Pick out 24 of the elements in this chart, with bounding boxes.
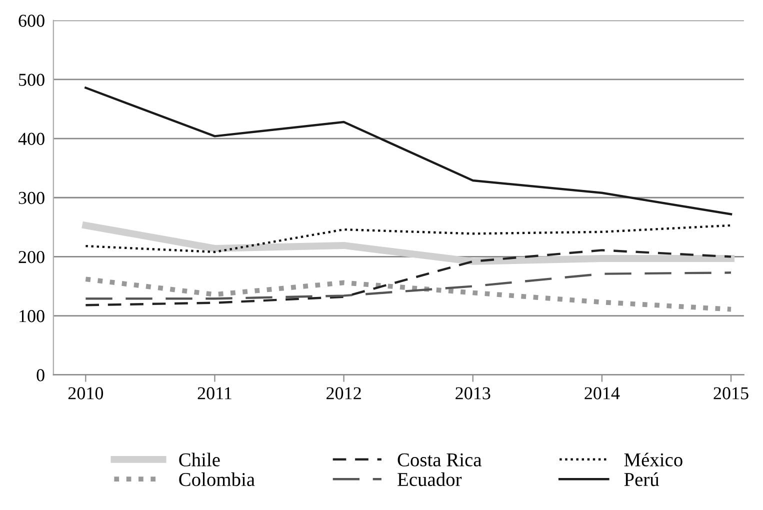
y-tick-label: 300 — [18, 192, 44, 204]
line-series — [84, 86, 732, 216]
y-tick-label: 100 — [20, 310, 44, 322]
y-tick-label: 500 — [19, 74, 44, 86]
y-tick-label: 200 — [18, 250, 44, 264]
legend-label: Colombia — [179, 472, 255, 486]
x-tick-label: 2015 — [714, 387, 748, 400]
line-series — [84, 224, 732, 254]
line-series — [84, 249, 732, 306]
y-tick-label: 0 — [36, 369, 44, 382]
legend-label: México — [624, 452, 682, 466]
x-tick-label: 2013 — [456, 387, 490, 400]
legend-label: Costa Rica — [398, 453, 482, 466]
line-series — [84, 272, 732, 300]
line-series — [83, 276, 734, 312]
y-tick-label: 400 — [18, 132, 44, 145]
x-tick-label: 2011 — [198, 387, 232, 400]
legend-label: Perú — [624, 472, 660, 486]
legend-label: Chile — [179, 452, 220, 466]
x-tick-label: 2010 — [68, 387, 104, 400]
y-tick-label: 600 — [18, 14, 44, 27]
x-tick-label: 2012 — [326, 387, 361, 400]
x-tick-label: 2014 — [584, 387, 620, 400]
legend-label: Ecuador — [398, 472, 462, 486]
